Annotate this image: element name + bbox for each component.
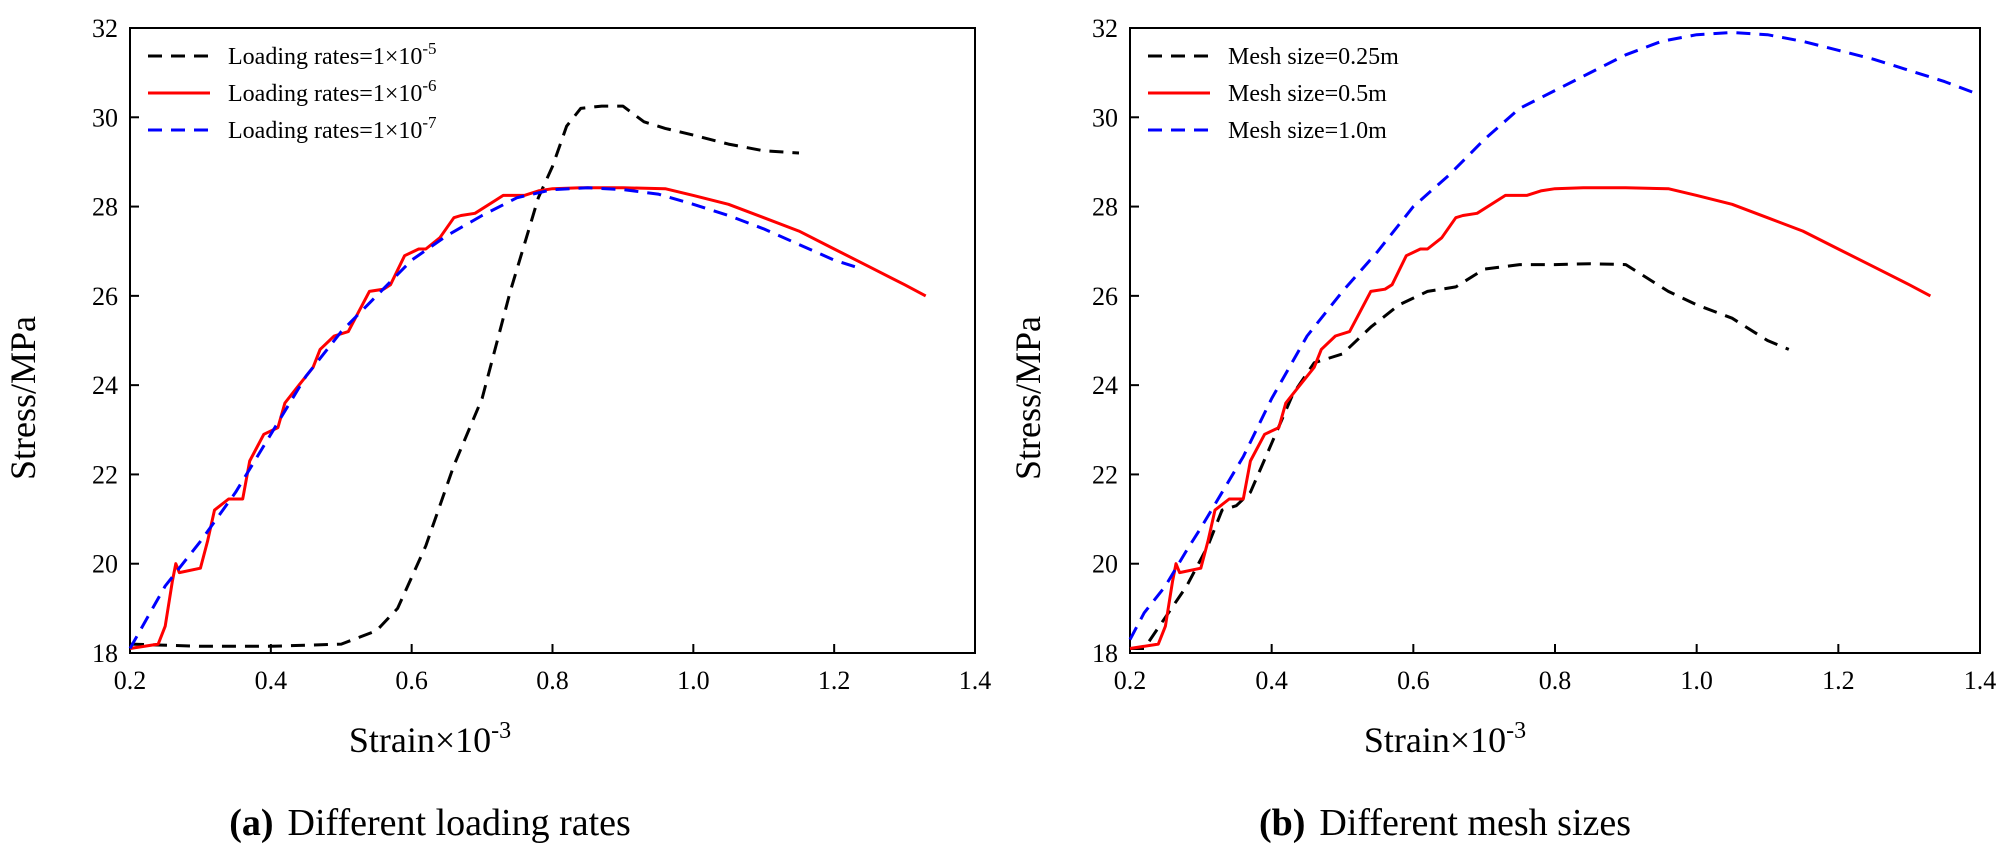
x-tick-label: 1.0 xyxy=(1680,666,1713,695)
xlabel-a-sup: -3 xyxy=(491,718,511,744)
series-line-b-1 xyxy=(1129,186,1932,650)
panel-label-b: (b) xyxy=(1259,802,1305,844)
series-line-a-0 xyxy=(129,104,800,648)
x-tick-label: 0.2 xyxy=(114,666,147,695)
ylabel-a: Stress/MPa xyxy=(3,316,43,480)
xlabel-b-sup: -3 xyxy=(1506,718,1526,744)
series-line-a-1 xyxy=(129,186,927,650)
xlabel-b-main: Strain×10 xyxy=(1364,720,1506,760)
legend-label-b-2: Mesh size=1.0m xyxy=(1228,118,1387,144)
legend-label-a-0: Loading rates=1×10-5 xyxy=(228,39,437,70)
x-tick-label: 1.2 xyxy=(1822,666,1855,695)
x-tick-label: 0.8 xyxy=(536,666,569,695)
panel-label-a: (a) xyxy=(229,802,273,844)
ylabel-b: Stress/MPa xyxy=(1008,316,1048,480)
y-tick-label: 26 xyxy=(1092,282,1118,311)
xlabel-b: Strain×10-3 xyxy=(1364,718,1526,760)
legend-label-a-2: Loading rates=1×10-7 xyxy=(228,113,437,144)
x-tick-label: 0.6 xyxy=(395,666,428,695)
x-tick-label: 0.4 xyxy=(1255,666,1288,695)
y-tick-label: 32 xyxy=(92,14,118,43)
caption-text-b: Different mesh sizes xyxy=(1319,802,1631,844)
plot-area-b: 0.2 0.4 0.6 0.8 1.0 1.2 1.4 18 20 22 24 26 28 30 32 Mes… xyxy=(1092,14,1996,695)
y-tick-label: 22 xyxy=(92,460,118,489)
panel-b: 0.2 0.4 0.6 0.8 1.0 1.2 1.4 18 20 22 24 26 28 30 32 Mes… xyxy=(1008,14,1996,844)
caption-b: (b) Different mesh sizes xyxy=(1259,802,1631,844)
legend-label-a-1: Loading rates=1×10-6 xyxy=(228,76,437,107)
y-tick-label: 32 xyxy=(1092,14,1118,43)
plot-area-a: 0.2 0.4 0.6 0.8 1.0 1.2 1.4 18 20 22 24 26 28 30 32 Loa… xyxy=(92,14,991,695)
y-tick-label: 30 xyxy=(92,103,118,132)
y-tick-label: 20 xyxy=(92,550,118,579)
y-tick-label: 20 xyxy=(1092,550,1118,579)
y-tick-label: 26 xyxy=(92,282,118,311)
xlabel-a: Strain×10-3 xyxy=(349,718,511,760)
x-tick-label: 1.0 xyxy=(677,666,710,695)
caption-text-a: Different loading rates xyxy=(288,802,631,844)
x-tick-label: 1.4 xyxy=(1964,666,1997,695)
caption-a: (a) Different loading rates xyxy=(229,802,631,844)
legend-label-b-1: Mesh size=0.5m xyxy=(1228,81,1387,107)
legend-label-b-0: Mesh size=0.25m xyxy=(1228,44,1399,70)
x-tick-label: 0.8 xyxy=(1539,666,1572,695)
y-tick-label: 28 xyxy=(92,193,118,222)
y-tick-label: 18 xyxy=(92,639,118,668)
x-tick-label: 1.4 xyxy=(959,666,992,695)
y-tick-label: 24 xyxy=(92,371,118,400)
y-tick-label: 28 xyxy=(1092,193,1118,222)
y-tick-label: 30 xyxy=(1092,103,1118,132)
xlabel-a-main: Strain×10 xyxy=(349,720,491,760)
x-tick-label: 0.4 xyxy=(255,666,288,695)
series-line-b-0 xyxy=(1130,262,1790,650)
panel-a: 0.2 0.4 0.6 0.8 1.0 1.2 1.4 18 20 22 24 26 28 30 32 Loa… xyxy=(3,14,991,844)
x-tick-label: 0.2 xyxy=(1114,666,1147,695)
y-tick-label: 22 xyxy=(1092,460,1118,489)
x-tick-label: 1.2 xyxy=(818,666,851,695)
x-tick-label: 0.6 xyxy=(1397,666,1430,695)
series-line-a-2 xyxy=(128,186,856,650)
y-tick-label: 18 xyxy=(1092,639,1118,668)
y-tick-label: 24 xyxy=(1092,371,1118,400)
